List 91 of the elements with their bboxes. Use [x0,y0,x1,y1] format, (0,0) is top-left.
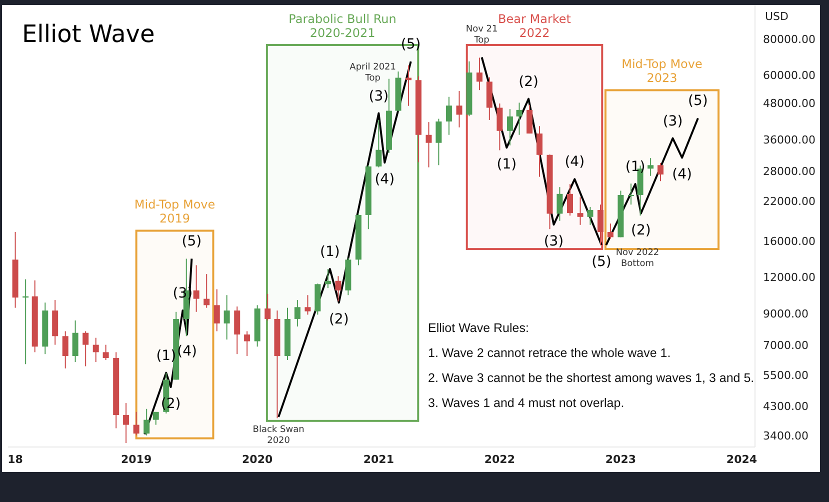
y-tick-label: 60000.00 [763,69,816,82]
y-tick-label: 22000.00 [763,195,816,208]
candlestick [506,108,513,146]
annotation: (2) [631,222,651,238]
candlestick [102,344,109,361]
x-tick-label: 2022 [484,453,516,466]
x-tick-label: 18 [8,453,23,466]
candlestick [536,126,542,178]
candlestick [193,264,200,312]
candlestick [426,122,432,168]
candlestick [152,411,159,426]
x-tick-label: 2019 [121,453,152,466]
candlestick [597,204,604,246]
y-axis-title: USD [765,10,789,23]
candlestick [607,223,614,240]
y-tick-label: 7000.00 [763,338,808,352]
candlestick [628,183,634,206]
annotation: 2. Wave 3 cannot be the shortest among waves 1, 3 and 5. [428,371,754,385]
annotation: (4) [672,166,692,183]
candlestick [123,402,130,444]
y-tick-label: 3400.00 [763,429,808,442]
annotation: (3) [368,88,389,104]
candlestick [556,186,563,222]
y-tick-label: 36000.00 [763,133,816,146]
x-tick-label: 2023 [605,453,636,466]
line-series [278,60,412,418]
annotation: April 2021 Top [350,62,396,84]
text: Elliot Wave [22,20,155,48]
candlestick [496,102,503,151]
x-tick-label: 2020 [242,453,273,466]
y-tick-label: 28000.00 [763,164,816,178]
candlestick [214,288,220,332]
candlestick [587,206,594,226]
candlestick [577,196,584,226]
y-tick-label: 12000.00 [763,271,816,284]
annotation: Black Swan 2020 [252,424,304,446]
candlestick [476,57,482,91]
candlestick [648,158,654,176]
candlestick [72,320,78,363]
annotation: (5) [592,254,612,270]
candlestick [92,337,99,363]
annotation: (1) [320,244,340,260]
candlestick [436,118,442,166]
y-tick-label: 5500.00 [763,369,808,382]
candlestick [304,294,311,316]
annotation: Elliot Wave Rules: [428,321,529,335]
x-tick-label: 2024 [726,453,758,466]
y-tick-label: 80000.00 [763,33,816,46]
annotation: (3) [662,113,683,130]
annotation: (5) [688,93,708,110]
candlestick [224,294,230,340]
candlestick [526,104,533,134]
annotation: 3. Waves 1 and 4 must not overlap. [428,396,624,410]
candlestick [264,293,271,321]
y-tick-label: 4300.00 [763,400,808,413]
candlestick [294,300,300,327]
annotation: (1) [625,159,646,176]
annotation: (2) [328,312,349,328]
band-label: Bear Market 2022 [498,12,572,40]
candlestick [446,96,452,136]
candlestick [204,274,210,308]
candlestick [566,184,573,216]
candlestick [62,330,68,369]
y-tick-label: 9000.00 [763,307,808,320]
candlestick [456,90,462,128]
band-label: Mid-Top Move 2019 [134,198,216,226]
candlestick [516,102,522,136]
x-tick-label: 2021 [363,453,394,466]
y-tick-label: 16000.00 [763,235,816,248]
candlestick [133,411,140,436]
annotation: (3) [544,234,564,250]
annotation: 1. Wave 2 cannot retrace the whole wave 1. [428,346,671,360]
annotation: Nov 21 Top [466,24,498,46]
annotation: Nov 2022 Bottom [616,248,660,270]
candlestick [234,306,240,355]
line-series [480,56,602,246]
candlestick [324,268,331,289]
candlestick [244,330,250,357]
annotation: (4) [564,154,585,170]
annotation: (1) [496,156,517,173]
candlestick [335,276,342,302]
candlestick [376,119,382,168]
candlestick [144,408,150,436]
band-label: Parabolic Bull Run 2020-2021 [288,12,396,40]
annotation: (2) [518,74,538,90]
y-tick-label: 48000.00 [763,97,816,110]
candlestick [82,330,89,367]
annotation: (5) [182,234,202,250]
candlestick [658,162,664,182]
annotation: (4) [374,172,395,188]
band-label: Mid-Top Move 2023 [622,57,702,86]
